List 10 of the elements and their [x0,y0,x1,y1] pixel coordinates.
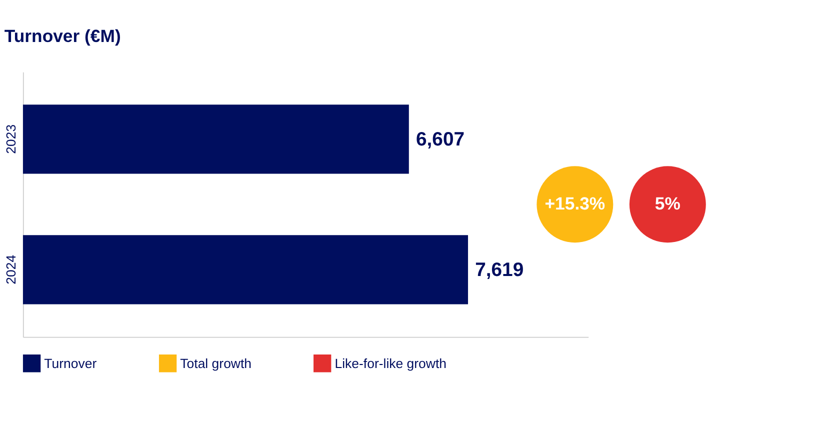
text: 5% [654,194,681,214]
y-tick-label: 2023 [3,124,18,154]
data-label: 6,607 [416,128,465,150]
data-label: 7,619 [475,258,524,281]
legend-label: Turnover [44,356,98,371]
legend-label: Like-for-like growth [334,356,447,371]
text: +15.3% [544,194,606,214]
legend-label: Total growth [180,356,252,371]
chart-title: Turnover (€M) [4,26,121,46]
y-tick-label: 2024 [3,254,18,284]
